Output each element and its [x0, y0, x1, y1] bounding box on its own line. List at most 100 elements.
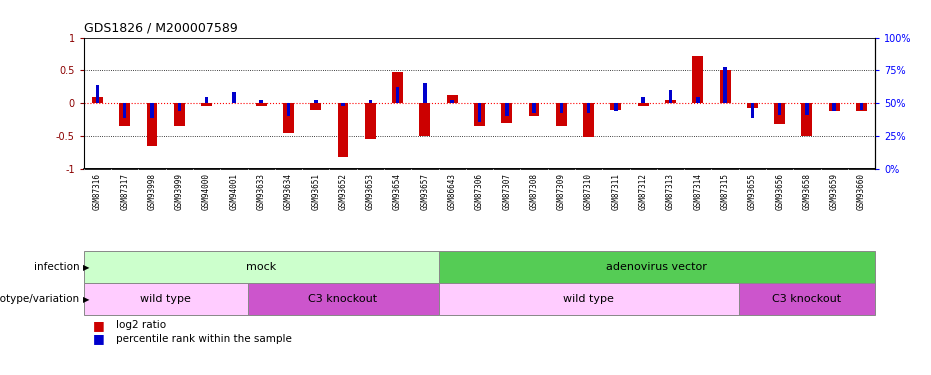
Bar	[501, 103, 512, 123]
Bar	[738, 283, 875, 315]
Text: GSM93998: GSM93998	[147, 173, 156, 210]
Bar	[583, 103, 594, 137]
Bar	[474, 103, 485, 126]
Bar	[201, 103, 212, 106]
Bar	[420, 103, 430, 136]
Bar	[859, 103, 863, 110]
Text: GDS1826 / M200007589: GDS1826 / M200007589	[84, 22, 237, 35]
Bar	[439, 251, 875, 283]
Bar	[638, 103, 649, 106]
Bar	[314, 100, 317, 103]
Text: percentile rank within the sample: percentile rank within the sample	[116, 334, 292, 344]
Bar	[123, 103, 127, 118]
Text: GSM87307: GSM87307	[502, 173, 511, 210]
Text: GSM87316: GSM87316	[93, 173, 101, 210]
Bar	[556, 103, 567, 126]
Bar	[310, 103, 321, 110]
Bar	[451, 100, 454, 103]
Bar	[287, 103, 290, 116]
Bar	[174, 103, 184, 126]
Text: GSM87310: GSM87310	[584, 173, 593, 210]
Bar	[641, 97, 645, 103]
Bar	[365, 103, 376, 139]
Bar	[693, 56, 703, 103]
Text: GSM93657: GSM93657	[421, 173, 429, 210]
Bar	[119, 103, 130, 126]
Text: GSM87315: GSM87315	[721, 173, 730, 210]
Bar	[96, 85, 100, 103]
Bar	[84, 283, 248, 315]
Text: log2 ratio: log2 ratio	[116, 321, 167, 330]
Bar	[260, 100, 263, 103]
Text: GSM93656: GSM93656	[776, 173, 784, 210]
Bar	[668, 90, 672, 103]
Bar	[232, 92, 236, 103]
Bar	[587, 103, 590, 113]
Bar	[802, 103, 813, 136]
Bar	[560, 103, 563, 113]
Bar	[747, 103, 758, 108]
Text: wild type: wild type	[141, 294, 191, 304]
Text: GSM87317: GSM87317	[120, 173, 129, 210]
Bar	[614, 103, 617, 111]
Bar	[84, 251, 439, 283]
Text: GSM94001: GSM94001	[229, 173, 238, 210]
Bar	[338, 103, 348, 157]
Text: ▶: ▶	[83, 262, 89, 272]
Bar	[778, 103, 781, 115]
Bar	[146, 103, 157, 146]
Text: ■: ■	[93, 319, 105, 332]
Bar	[423, 84, 426, 103]
Text: GSM94000: GSM94000	[202, 173, 211, 210]
Bar	[178, 103, 181, 111]
Text: GSM93653: GSM93653	[366, 173, 375, 210]
Text: GSM93655: GSM93655	[748, 173, 757, 210]
Bar	[396, 87, 399, 103]
Bar	[805, 103, 809, 115]
Bar	[856, 103, 867, 111]
Bar	[342, 103, 344, 106]
Bar	[533, 103, 536, 113]
Bar	[611, 103, 621, 110]
Text: GSM93634: GSM93634	[284, 173, 293, 210]
Bar	[505, 103, 508, 116]
Bar	[150, 103, 154, 118]
Text: GSM93660: GSM93660	[857, 173, 866, 210]
Bar	[283, 103, 294, 133]
Bar	[720, 70, 731, 103]
Text: infection: infection	[34, 262, 79, 272]
Bar	[447, 95, 458, 103]
Bar	[829, 103, 840, 111]
Text: GSM87308: GSM87308	[530, 173, 538, 210]
Bar	[750, 103, 754, 118]
Bar	[369, 100, 372, 103]
Text: GSM87314: GSM87314	[694, 173, 702, 210]
Bar	[723, 67, 727, 103]
Text: GSM87313: GSM87313	[666, 173, 675, 210]
Text: C3 knockout: C3 knockout	[308, 294, 378, 304]
Text: genotype/variation: genotype/variation	[0, 294, 79, 304]
Text: GSM87309: GSM87309	[557, 173, 566, 210]
Text: GSM87312: GSM87312	[639, 173, 648, 210]
Text: GSM93999: GSM93999	[175, 173, 183, 210]
Text: mock: mock	[246, 262, 277, 272]
Bar	[392, 72, 403, 103]
Text: ■: ■	[93, 333, 105, 345]
Bar	[696, 97, 699, 103]
Bar	[439, 283, 738, 315]
Text: wild type: wild type	[563, 294, 614, 304]
Bar	[256, 103, 266, 106]
Text: GSM87311: GSM87311	[612, 173, 620, 210]
Bar	[775, 103, 785, 124]
Bar	[665, 100, 676, 103]
Text: C3 knockout: C3 knockout	[773, 294, 842, 304]
Text: GSM93651: GSM93651	[311, 173, 320, 210]
Text: GSM86643: GSM86643	[448, 173, 457, 210]
Text: GSM93652: GSM93652	[339, 173, 347, 210]
Bar	[529, 103, 539, 116]
Text: ▶: ▶	[83, 295, 89, 304]
Text: GSM93658: GSM93658	[803, 173, 812, 210]
Bar	[92, 97, 103, 103]
Text: GSM93654: GSM93654	[393, 173, 402, 210]
Bar	[832, 103, 836, 111]
